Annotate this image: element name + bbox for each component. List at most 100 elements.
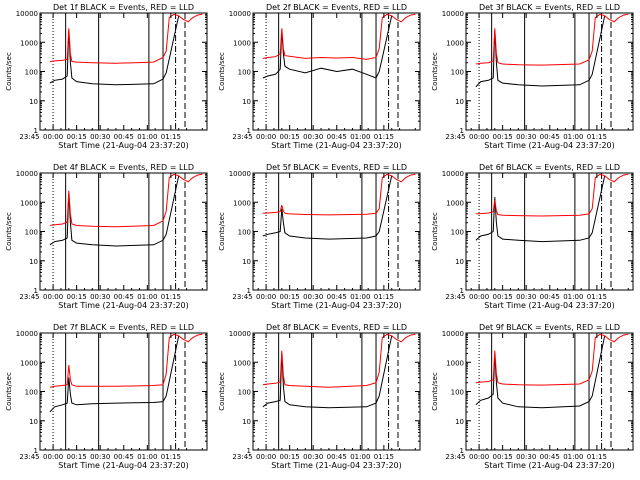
chart-title: Det 3f BLACK = Events, RED = LLD: [479, 3, 620, 12]
y-tick-label: 1000: [446, 39, 464, 47]
y-tick-label: 1000: [233, 39, 251, 47]
x-tick-label: 00:00: [256, 453, 276, 461]
y-axis-label: Counts/sec: [218, 52, 226, 91]
series-line-red: [262, 333, 416, 388]
x-axis-label: Start Time (21-Aug-04 23:37:20): [58, 461, 189, 470]
y-axis-label: Counts/sec: [431, 52, 439, 91]
x-tick-label: 01:00: [137, 293, 157, 301]
series-line-black: [262, 15, 393, 79]
chart-panel: Det 8f BLACK = Events, RED = LLD 1 10 100 10…: [218, 323, 421, 470]
x-axis-label: Start Time (21-Aug-04 23:37:20): [484, 141, 615, 150]
y-tick-label: 1000: [20, 199, 38, 207]
x-tick-label: 00:30: [516, 133, 536, 141]
x-tick-label: 00:45: [540, 133, 560, 141]
x-tick-label: 00:00: [469, 453, 489, 461]
x-tick-label: 01:00: [137, 453, 157, 461]
series-line-red: [475, 173, 629, 217]
y-tick-label: 10000: [16, 10, 38, 18]
chart-panel: Det 2f BLACK = Events, RED = LLD 1 10 100 10…: [218, 3, 421, 150]
y-axis-label: Counts/sec: [5, 372, 13, 411]
plot-frame: [39, 172, 208, 291]
y-axis-label: Counts/sec: [431, 212, 439, 251]
y-tick-label: 100: [25, 389, 38, 397]
x-axis-label: Start Time (21-Aug-04 23:37:20): [484, 301, 615, 310]
x-tick-label: 00:30: [303, 293, 323, 301]
x-axis-label: Start Time (21-Aug-04 23:37:20): [271, 461, 402, 470]
chart-title: Det 6f BLACK = Events, RED = LLD: [479, 163, 620, 172]
chart-title: Det 4f BLACK = Events, RED = LLD: [53, 163, 194, 172]
x-tick-label: 01:00: [563, 453, 583, 461]
plot-frame: [465, 172, 634, 291]
series-line-red: [49, 333, 203, 388]
x-tick-label: 01:15: [374, 453, 394, 461]
chart-panel: Det 5f BLACK = Events, RED = LLD 1 10 100 10…: [218, 163, 421, 310]
chart-title: Det 9f BLACK = Events, RED = LLD: [479, 323, 620, 332]
y-tick-label: 1: [34, 447, 38, 455]
series-line-black: [49, 175, 180, 247]
x-tick-label: 00:45: [540, 453, 560, 461]
y-tick-label: 100: [451, 69, 464, 77]
y-tick-label: 1: [34, 127, 38, 135]
x-tick-label: 00:00: [43, 133, 63, 141]
plot-frame: [39, 12, 208, 131]
series-line-red: [262, 13, 416, 60]
y-tick-label: 10: [242, 98, 251, 106]
y-tick-label: 10: [29, 418, 38, 426]
x-axis-label: Start Time (21-Aug-04 23:37:20): [271, 141, 402, 150]
x-tick-label: 23:45: [232, 133, 252, 141]
x-tick-label: 00:30: [303, 453, 323, 461]
chart-panel: Det 7f BLACK = Events, RED = LLD 1 10 100 10…: [5, 323, 208, 470]
y-tick-label: 100: [238, 389, 251, 397]
x-tick-label: 00:45: [327, 293, 347, 301]
plot-frame: [465, 332, 634, 451]
x-tick-label: 00:00: [256, 133, 276, 141]
x-tick-label: 01:00: [350, 453, 370, 461]
x-tick-label: 01:15: [161, 453, 181, 461]
series-line-red: [49, 173, 203, 228]
chart-panel: Det 3f BLACK = Events, RED = LLD 1 10 100 10…: [431, 3, 634, 150]
x-tick-label: 23:45: [19, 293, 39, 301]
y-tick-label: 100: [238, 229, 251, 237]
chart-panel: Det 1f BLACK = Events, RED = LLD 1 10 100 10…: [5, 3, 208, 150]
x-tick-label: 00:15: [493, 293, 513, 301]
x-tick-label: 23:45: [19, 453, 39, 461]
y-tick-label: 100: [238, 69, 251, 77]
x-tick-label: 00:15: [67, 133, 87, 141]
chart-panel: Det 9f BLACK = Events, RED = LLD 1 10 100 10…: [431, 323, 634, 470]
y-tick-label: 10: [242, 258, 251, 266]
y-tick-label: 1000: [446, 359, 464, 367]
y-tick-label: 100: [25, 229, 38, 237]
series-line-black: [475, 335, 606, 409]
x-tick-label: 01:15: [587, 293, 607, 301]
y-tick-label: 1: [460, 287, 464, 295]
x-tick-label: 00:00: [43, 453, 63, 461]
y-tick-label: 10000: [16, 330, 38, 338]
y-axis-label: Counts/sec: [218, 212, 226, 251]
series-line-black: [475, 15, 606, 88]
x-tick-label: 01:00: [563, 293, 583, 301]
x-tick-label: 00:00: [469, 293, 489, 301]
x-tick-label: 01:00: [350, 293, 370, 301]
y-tick-label: 1000: [233, 359, 251, 367]
x-tick-label: 00:30: [516, 453, 536, 461]
chart-title: Det 1f BLACK = Events, RED = LLD: [53, 3, 194, 12]
y-tick-label: 10: [455, 258, 464, 266]
y-tick-label: 10: [29, 258, 38, 266]
chart-title: Det 7f BLACK = Events, RED = LLD: [53, 323, 194, 332]
y-tick-label: 1: [247, 447, 251, 455]
x-tick-label: 00:30: [90, 453, 110, 461]
x-tick-label: 00:00: [256, 293, 276, 301]
x-tick-label: 01:15: [161, 293, 181, 301]
x-tick-label: 00:15: [67, 453, 87, 461]
x-tick-label: 00:15: [280, 453, 300, 461]
y-axis-label: Counts/sec: [218, 372, 226, 411]
y-tick-label: 100: [25, 69, 38, 77]
x-tick-label: 01:15: [374, 293, 394, 301]
x-tick-label: 01:15: [161, 133, 181, 141]
x-tick-label: 00:00: [43, 293, 63, 301]
y-tick-label: 1: [460, 127, 464, 135]
y-tick-label: 10000: [442, 10, 464, 18]
x-tick-label: 00:30: [90, 293, 110, 301]
x-tick-label: 00:45: [114, 453, 134, 461]
y-axis-label: Counts/sec: [5, 212, 13, 251]
